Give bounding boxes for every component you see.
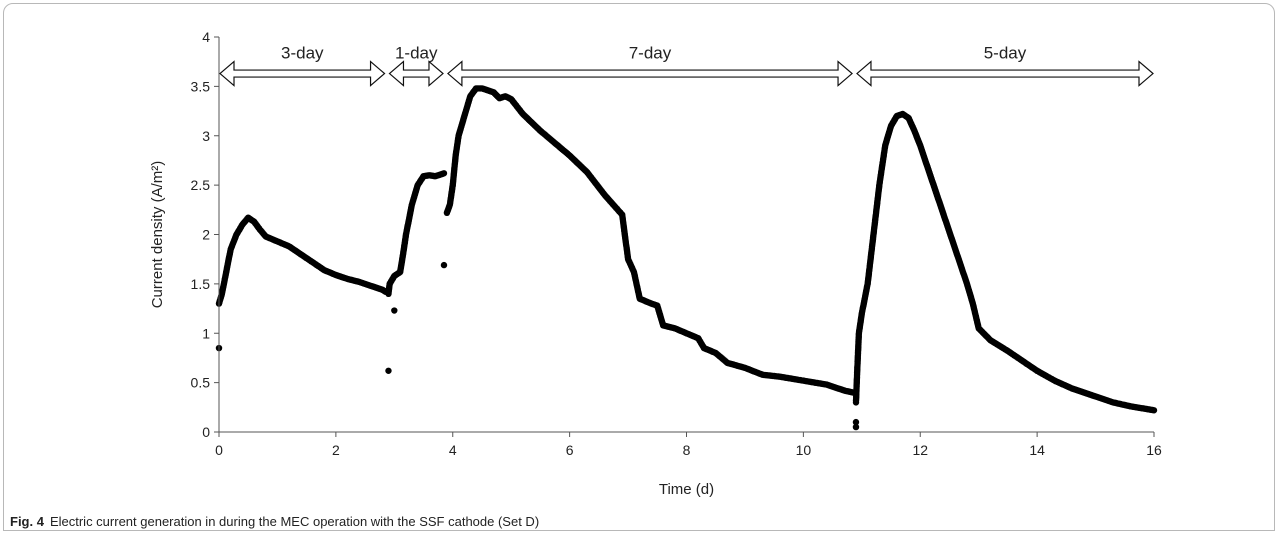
series-segment	[215, 214, 389, 307]
x-tick-label: 8	[683, 442, 691, 458]
y-tick-label: 1	[202, 325, 210, 341]
period-label: 7-day	[629, 44, 672, 63]
x-tick-label: 0	[215, 442, 223, 458]
data-point	[440, 170, 448, 177]
outlier-point	[385, 367, 392, 374]
outlier-point	[852, 418, 860, 426]
x-tick-label: 12	[912, 442, 928, 458]
figure-caption: Fig. 4 Electric current generation in dur…	[10, 514, 539, 529]
outlier-point	[852, 423, 860, 431]
x-axis-title: Time (d)	[659, 481, 714, 498]
y-tick-label: 3.5	[191, 78, 211, 94]
x-tick-label: 2	[332, 442, 340, 458]
period-label: 1-day	[395, 44, 438, 63]
y-tick-label: 1.5	[191, 276, 211, 292]
period-arrow	[446, 60, 853, 87]
data-point	[1150, 407, 1158, 414]
series-segment	[852, 110, 1158, 414]
x-tick-label: 14	[1029, 442, 1045, 458]
y-tick-label: 0	[202, 424, 210, 440]
x-tick-label: 16	[1146, 442, 1162, 458]
chart: 0 0.5 1 1.5 2 2.5 3 3.5 4 0 2 4 6 8 10 12 14 16 3-day 1-da…	[149, 29, 1162, 498]
y-axis-title: Current density (A/m²)	[149, 161, 166, 309]
y-tick-label: 0.5	[191, 375, 211, 391]
y-tick-label: 4	[202, 29, 210, 45]
period-arrows: 3-day 1-day 7-day 5-day	[219, 44, 1154, 87]
y-tick-label: 2.5	[191, 177, 211, 193]
period-arrow	[219, 60, 386, 87]
axes: 0 0.5 1 1.5 2 2.5 3 3.5 4 0 2 4 6 8 10 12 14 16	[191, 29, 1162, 458]
period-arrow	[856, 60, 1154, 87]
outlier-point	[391, 307, 398, 314]
figure-caption-text: Electric current generation in during th…	[49, 514, 540, 529]
period-label: 5-day	[984, 44, 1027, 63]
x-tick-label: 6	[566, 442, 574, 458]
period-arrow	[388, 60, 444, 87]
outlier-point	[440, 261, 448, 269]
x-tick-label: 4	[449, 442, 457, 458]
period-label: 3-day	[281, 44, 324, 63]
y-tick-label: 3	[202, 128, 210, 144]
figure-label: Fig. 4	[10, 514, 44, 529]
series-segment	[443, 85, 857, 396]
plot-area	[215, 85, 1158, 431]
y-tick-label: 2	[202, 227, 210, 243]
x-tick-label: 10	[796, 442, 812, 458]
figure-frame	[3, 3, 1275, 531]
series-segment	[385, 170, 448, 297]
